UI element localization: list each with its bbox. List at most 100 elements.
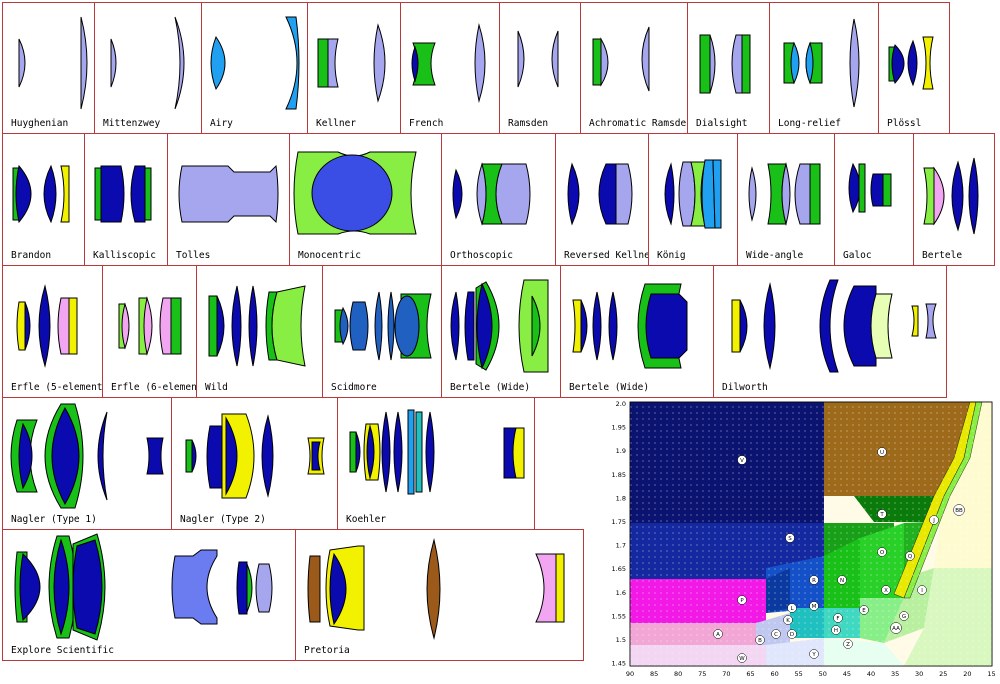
- svg-text:S: S: [788, 536, 792, 542]
- svg-text:G: G: [902, 614, 906, 620]
- diagram-label: Brandon: [11, 250, 52, 261]
- diagram-label: Tolles: [176, 250, 211, 261]
- diagram-french: French: [400, 2, 500, 134]
- region-label: S: [785, 533, 795, 543]
- svg-text:AA: AA: [892, 626, 900, 632]
- svg-text:L: L: [790, 606, 794, 612]
- x-tick-label: 30: [915, 670, 923, 678]
- diagram-label: König: [657, 250, 686, 261]
- region-label: B: [755, 635, 765, 645]
- y-tick-label: 1.8: [616, 494, 626, 502]
- diagram-label: Bertele: [922, 250, 963, 261]
- region-label: L: [787, 603, 797, 613]
- diagram-huyghenian: Huyghenian: [2, 2, 95, 134]
- diagram-konig: König: [648, 133, 738, 266]
- diagram-label: Erfle (5-element): [11, 382, 109, 393]
- region-label: H: [831, 625, 841, 635]
- lens-drawing: [118, 296, 182, 356]
- svg-text:V: V: [740, 458, 744, 464]
- region-label: G: [899, 611, 909, 621]
- diagram-label: Bertele (Wide): [569, 382, 650, 393]
- diagram-bertele-wide-1: Bertele (Wide): [441, 265, 561, 398]
- region-label: Q: [905, 551, 915, 561]
- region-label: R: [809, 575, 819, 585]
- diagram-label: Explore Scientific: [11, 645, 114, 656]
- x-tick-label: 65: [746, 670, 754, 678]
- diagram-label: Monocentric: [298, 250, 361, 261]
- x-tick-label: 40: [867, 670, 875, 678]
- region-label: J: [929, 515, 939, 525]
- diagram-reversed-kellner: Reversed Kellner: [555, 133, 656, 266]
- region-label: F: [833, 613, 843, 623]
- lens-drawing: [18, 16, 88, 110]
- diagram-orthoscopic: Orthoscopic: [441, 133, 556, 266]
- diagram-koehler: Koehler: [337, 397, 535, 530]
- region-label: N: [837, 575, 847, 585]
- diagram-brandon: Brandon: [2, 133, 85, 266]
- region-label: T: [877, 509, 887, 519]
- lens-drawing: [888, 36, 934, 90]
- y-tick-label: 1.85: [612, 471, 626, 479]
- region-label: Y: [809, 649, 819, 659]
- diagram-label: Erfle (6-element): [111, 382, 209, 393]
- y-axis-ticks: 2.0 1.95 1.9 1.85 1.8 1.75 1.7 1.65 1.6 1.55 1.5 1.…: [612, 400, 626, 668]
- x-tick-label: 70: [722, 670, 730, 678]
- region-label: C: [771, 629, 781, 639]
- y-tick-label: 1.5: [616, 636, 626, 644]
- lens-drawing: [699, 34, 751, 94]
- diagram-label: Nagler (Type 1): [11, 514, 97, 525]
- svg-text:C: C: [774, 632, 778, 638]
- x-tick-label: 60: [770, 670, 778, 678]
- lens-drawing: [731, 279, 937, 373]
- diagram-bertele-wide-2: Bertele (Wide): [560, 265, 714, 398]
- diagram-label: Wide-angle: [746, 250, 804, 261]
- lens-drawing: [450, 279, 549, 373]
- diagram-pretoria: Pretoria: [295, 529, 584, 661]
- x-tick-label: 75: [698, 670, 706, 678]
- diagram-long-relief: Long-relief: [769, 2, 879, 134]
- y-tick-label: 1.95: [612, 424, 626, 432]
- lens-drawing: [12, 164, 70, 224]
- diagram-airy: Airy: [201, 2, 308, 134]
- diagram-mittenzwey: Mittenzwey: [94, 2, 202, 134]
- region-label: X: [881, 585, 891, 595]
- diagram-label: Long-relief: [778, 118, 841, 129]
- lens-drawing: [572, 283, 688, 369]
- diagram-label: Dialsight: [696, 118, 748, 129]
- diagram-dilworth: Dilworth: [713, 265, 947, 398]
- diagram-explore-scientific: Explore Scientific: [2, 529, 296, 661]
- lens-drawing: [293, 151, 417, 235]
- y-tick-label: 1.6: [616, 589, 626, 597]
- region-label: P: [737, 595, 747, 605]
- diagram-plossl: Plössl: [878, 2, 950, 134]
- x-tick-label: 80: [674, 670, 682, 678]
- diagram-label: Dilworth: [722, 382, 768, 393]
- x-tick-label: 20: [963, 670, 971, 678]
- lens-drawing: [208, 285, 306, 367]
- region-label: E: [859, 605, 869, 615]
- svg-text:I: I: [921, 588, 923, 594]
- region-label: V: [737, 455, 747, 465]
- svg-text:T: T: [879, 512, 884, 518]
- diagram-dialsight: Dialsight: [687, 2, 770, 134]
- x-tick-label: 35: [891, 670, 899, 678]
- lens-drawing: [567, 162, 633, 226]
- diagram-label: Ramsden: [508, 118, 549, 129]
- x-tick-label: 90: [626, 670, 634, 678]
- diagram-galoc: Galoc: [834, 133, 914, 266]
- region-label: I: [917, 585, 927, 595]
- y-tick-label: 1.9: [616, 447, 626, 455]
- lens-drawing: [411, 23, 486, 103]
- lens-drawing: [334, 291, 432, 361]
- svg-text:B: B: [758, 638, 762, 644]
- region-label: M: [809, 601, 819, 611]
- diagram-label: Reversed Kellner: [564, 250, 656, 261]
- x-axis-ticks: 90 85 80 75 70 65 60 55 50 45 40 35 30 25 20 15: [626, 670, 996, 678]
- diagram-label: Airy: [210, 118, 233, 129]
- lens-drawing: [349, 409, 525, 495]
- diagram-ramsden: Ramsden: [499, 2, 581, 134]
- diagram-tolles: Tolles: [167, 133, 290, 266]
- svg-text:E: E: [862, 608, 866, 614]
- svg-text:X: X: [884, 588, 888, 594]
- diagram-achromatic-ramsden: Achromatic Ramsden: [580, 2, 692, 134]
